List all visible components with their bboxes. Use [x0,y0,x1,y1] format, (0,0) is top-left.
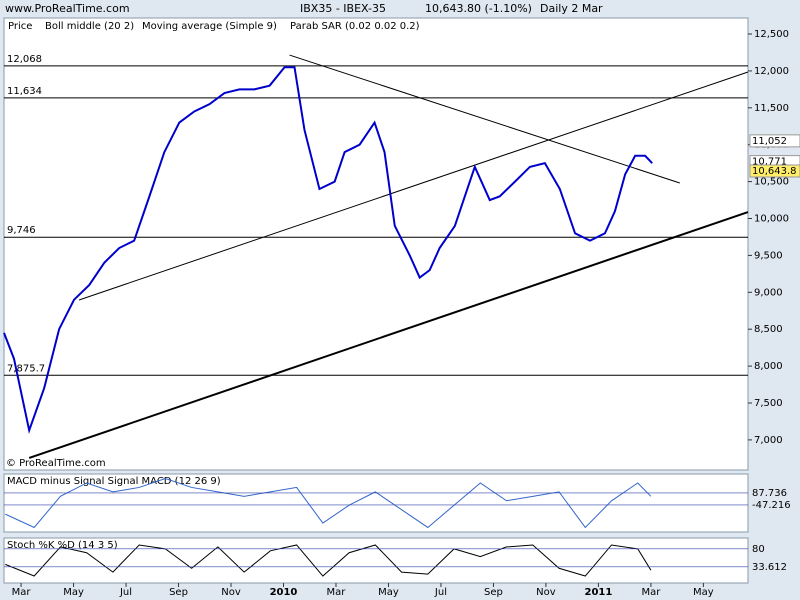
x-tick-label: May [693,587,714,598]
legend: Parab SAR (0.02 0.02 0.2) [290,21,420,32]
site: www.ProRealTime.com [5,2,130,15]
legend: Price [8,21,32,32]
x-tick-label: Mar [327,587,347,598]
x-tick-label: 2010 [270,587,298,598]
level-label: 9,746 [7,225,36,236]
x-tick-label: Jul [119,587,132,598]
x-tick-label: 2011 [584,587,612,598]
price-tag [749,164,800,178]
level-label: 7,875.7 [7,363,45,374]
y-tick-label: 12,500 [754,29,789,40]
level-label: 12,068 [7,54,42,65]
x-tick-label: Jul [434,587,447,598]
macd-line [5,478,652,529]
stoch-line [5,544,652,577]
legend: Boll middle (20 2) [45,21,134,32]
period: Daily 2 Mar [540,2,603,15]
x-tick-label: Mar [641,587,661,598]
x-tick-label: May [378,587,399,598]
x-tick-label: Mar [12,587,32,598]
macd-panel [3,473,749,533]
y-tick-label: 7,500 [754,398,783,409]
trendline [289,54,680,184]
y-tick-label: 9,000 [754,287,783,298]
stoch-label: 80 [752,544,765,555]
symbol: IBX35 - IBEX-35 [300,2,386,15]
x-tick-label: Nov [221,587,241,598]
stoch-label: 33.612 [752,562,787,573]
price-panel [3,17,749,471]
x-tick-label: Sep [484,587,503,598]
x-tick-label: Nov [536,587,556,598]
copyright: © ProRealTime.com [6,458,106,469]
trendline [28,211,749,459]
y-tick-label: 10,000 [754,214,789,225]
y-tick-label: 8,000 [754,361,783,372]
x-tick-label: Sep [169,587,188,598]
y-tick-label: 9,500 [754,250,783,261]
ma-line [3,66,653,434]
quote: 10,643.80 (-1.10%) [425,2,532,15]
level-label: 11,634 [7,86,42,97]
y-tick-label: 10,500 [754,177,789,188]
y-tick-label: 12,000 [754,66,789,77]
price-label: 11,052 [752,136,787,147]
price-label: 10,771 [752,157,787,168]
price-tag [749,134,800,148]
legend: Moving average (Simple 9) [142,21,277,32]
stoch-title: Stoch %K %D (14 3 5) [7,540,118,551]
y-tick-label: 11,500 [754,103,789,114]
macd-label: 87.736 [752,488,787,499]
y-tick-label: 7,000 [754,435,783,446]
macd-label: -47.216 [752,500,791,511]
y-tick-label: 8,500 [754,324,783,335]
x-tick-label: May [63,587,84,598]
price-label: 10,643.8 [752,166,797,177]
macd-title: MACD minus Signal Signal MACD (12 26 9) [7,476,221,487]
trendline [78,71,749,301]
